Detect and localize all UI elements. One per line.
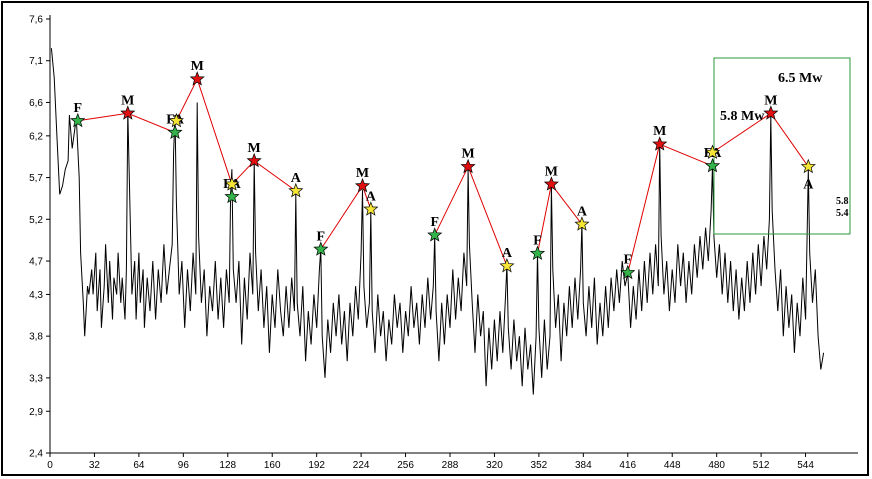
yellow-star-marker — [363, 201, 379, 216]
marker-label: M — [764, 93, 777, 108]
red-star-marker — [246, 152, 262, 168]
yellow-star-marker — [288, 182, 304, 198]
green-star-marker — [167, 124, 183, 139]
highlight-box — [713, 57, 851, 235]
annotation-5-4: 5.4 — [836, 208, 849, 219]
signal-series — [50, 48, 825, 395]
green-star-marker — [427, 227, 443, 242]
x-tick-label: 352 — [531, 460, 548, 471]
y-tick-label: 5,7 — [29, 173, 43, 184]
x-tick-label: 256 — [397, 460, 414, 471]
connector-line — [231, 160, 297, 192]
red-star-marker — [543, 176, 559, 191]
marker-label: M — [121, 93, 134, 108]
connector-line — [175, 77, 233, 185]
yellow-star-marker — [224, 176, 240, 191]
green-star-marker — [224, 188, 240, 204]
marker-label: M — [191, 59, 204, 74]
y-tick-label: 4,7 — [29, 257, 43, 268]
x-tick-label: 32 — [89, 460, 101, 471]
green-star-marker — [620, 264, 636, 280]
x-tick-label: 160 — [264, 460, 281, 471]
x-tick-label: 224 — [353, 460, 370, 471]
event-markers: FMFAMFAMAFMAFMAFMAFMFAMA — [70, 59, 816, 280]
yellow-star-marker — [704, 144, 721, 159]
green-star-marker — [704, 157, 721, 173]
connector-lines — [77, 77, 809, 273]
axis-ticks: 0 32 64 96 128 160 192 224 256 288 320 352 384 416 448… — [29, 15, 814, 472]
red-star-marker — [652, 136, 668, 151]
marker-label: A — [366, 189, 377, 204]
x-tick-label: 544 — [797, 460, 814, 471]
yellow-star-marker — [574, 216, 590, 231]
x-tick-label: 64 — [133, 460, 145, 471]
green-star-marker — [70, 112, 86, 128]
marker-label: F — [73, 101, 82, 116]
y-tick-label: 7,1 — [29, 56, 43, 67]
y-tick-label: 5,2 — [29, 215, 43, 226]
marker-label: A — [577, 204, 588, 219]
annotation-6-5-mw: 6.5 Mw — [778, 71, 823, 86]
y-tick-label: 3,3 — [29, 373, 43, 384]
marker-label: A — [291, 171, 302, 186]
red-star-marker — [460, 158, 476, 174]
marker-label: M — [356, 166, 369, 181]
connector-line — [627, 143, 713, 273]
marker-label: F — [533, 234, 542, 249]
marker-label: A — [502, 246, 513, 261]
y-tick-label: 3,8 — [29, 332, 43, 343]
y-tick-label: 7,6 — [29, 15, 43, 26]
y-tick-label: 2,9 — [29, 407, 43, 418]
annotation-5-8-mw: 5.8 Mw — [720, 109, 765, 124]
red-star-marker — [120, 105, 136, 120]
marker-label: F — [623, 253, 632, 268]
x-tick-label: 448 — [664, 460, 681, 471]
x-tick-label: 384 — [575, 460, 592, 471]
y-tick-label: 6,2 — [29, 131, 43, 142]
x-tick-label: 288 — [442, 460, 459, 471]
connector-line — [537, 183, 583, 254]
x-tick-label: 128 — [219, 460, 236, 471]
yellow-star-marker — [168, 112, 184, 128]
yellow-star-marker — [800, 158, 816, 174]
marker-label: A — [803, 178, 814, 193]
signal-line — [50, 48, 825, 395]
green-star-marker — [529, 245, 546, 260]
marker-label: M — [545, 164, 558, 179]
red-star-marker — [354, 177, 371, 193]
marker-label: F — [317, 229, 326, 244]
red-star-marker — [763, 105, 779, 120]
marker-label: M — [248, 141, 261, 156]
connector-line — [434, 165, 508, 267]
x-tick-label: 0 — [47, 460, 53, 471]
x-tick-label: 480 — [708, 460, 725, 471]
marker-label: M — [461, 147, 474, 162]
y-tick-label: 4,3 — [29, 290, 43, 301]
yellow-star-marker — [499, 258, 515, 273]
x-tick-label: 96 — [178, 460, 190, 471]
marker-label: M — [653, 124, 666, 139]
marker-label: F — [430, 215, 439, 230]
x-tick-label: 320 — [486, 460, 503, 471]
green-star-marker — [313, 241, 329, 256]
annotation-5-8: 5.8 — [836, 196, 849, 207]
x-tick-label: 192 — [308, 460, 325, 471]
x-tick-label: 512 — [753, 460, 770, 471]
y-tick-label: 6,6 — [29, 98, 43, 109]
red-star-marker — [189, 71, 205, 86]
y-tick-label: 2,4 — [29, 449, 43, 460]
x-tick-label: 416 — [619, 460, 636, 471]
